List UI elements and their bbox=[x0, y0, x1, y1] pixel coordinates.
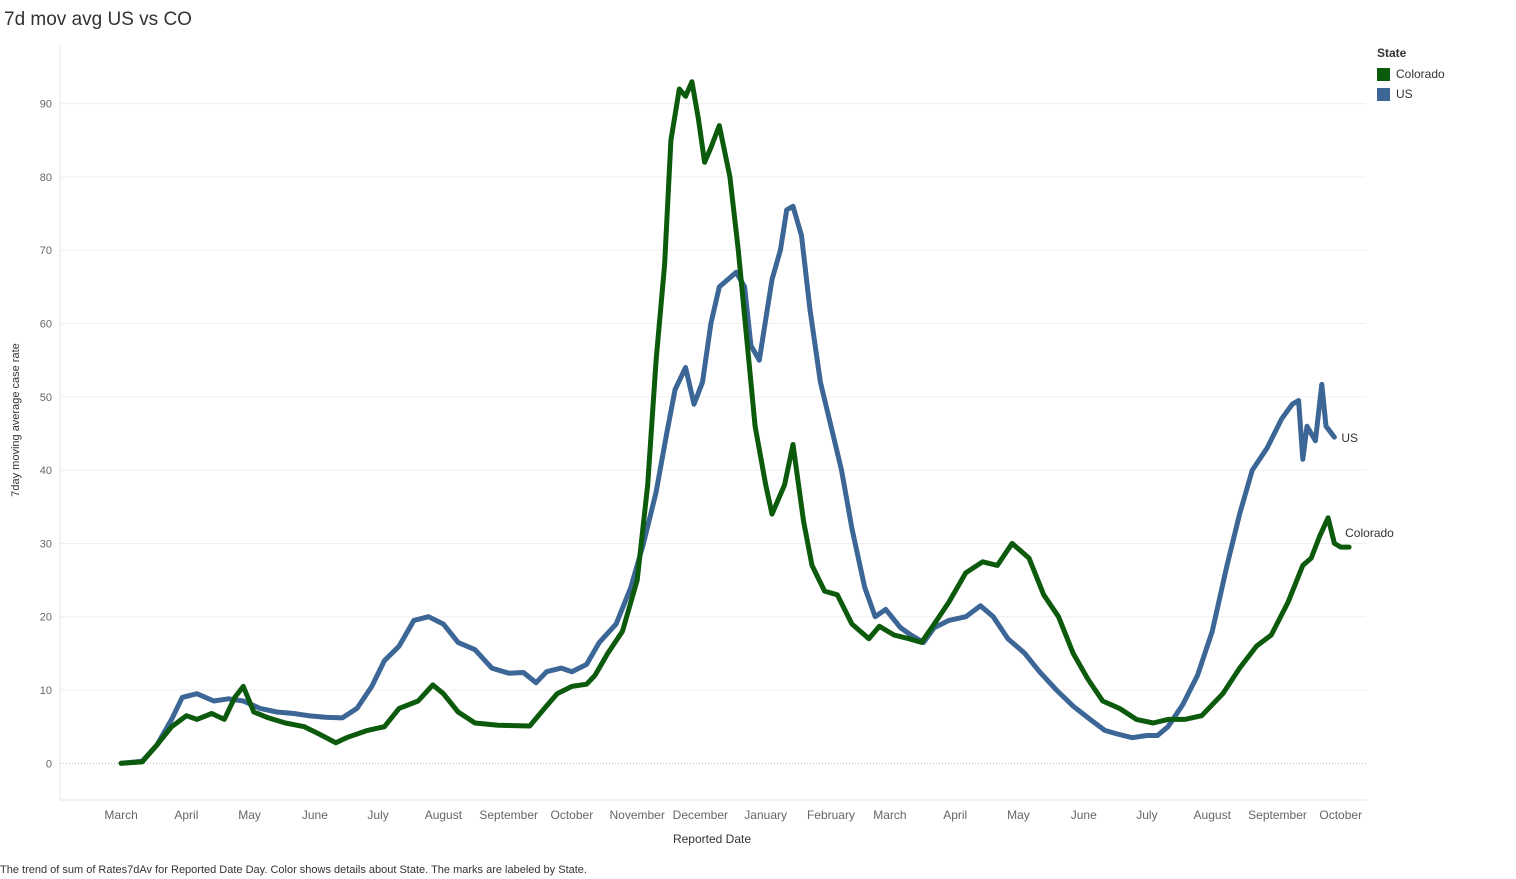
end-label-colorado: Colorado bbox=[1345, 526, 1394, 540]
y-tick-label: 30 bbox=[40, 538, 52, 550]
x-tick-label: March bbox=[873, 808, 906, 822]
gridlines bbox=[60, 103, 1366, 764]
legend-swatch-colorado bbox=[1377, 67, 1390, 81]
x-tick-label: January bbox=[744, 808, 787, 822]
series-lines bbox=[118, 79, 1352, 766]
y-axis-label: 7day moving average case rate bbox=[10, 343, 22, 496]
series-line-colorado[interactable] bbox=[118, 79, 1352, 766]
x-tick-label: May bbox=[238, 808, 261, 822]
chart-title: 7d mov avg US vs CO bbox=[4, 9, 192, 30]
chart-caption: The trend of sum of Rates7dAv for Report… bbox=[0, 864, 587, 876]
y-tick-label: 90 bbox=[40, 99, 52, 111]
y-axis: 0 10 20 30 40 50 60 70 80 90 bbox=[40, 99, 52, 771]
y-tick-label: 80 bbox=[40, 172, 52, 184]
y-tick-label: 0 bbox=[46, 758, 52, 770]
x-tick-label: August bbox=[1194, 808, 1232, 822]
x-tick-label: September bbox=[1248, 808, 1307, 822]
legend-swatch-us bbox=[1377, 87, 1390, 101]
series-line-us[interactable] bbox=[118, 203, 1337, 766]
legend-label-colorado: Colorado bbox=[1396, 67, 1445, 81]
x-tick-label: December bbox=[673, 808, 728, 822]
x-tick-label: July bbox=[1136, 808, 1157, 822]
x-tick-label: October bbox=[551, 808, 594, 822]
x-tick-label: September bbox=[479, 808, 538, 822]
plot-area bbox=[59, 45, 1366, 801]
legend-item-us[interactable]: US bbox=[1377, 84, 1445, 104]
x-tick-label: August bbox=[425, 808, 463, 822]
legend-title: State bbox=[1377, 46, 1407, 60]
y-tick-label: 10 bbox=[40, 685, 52, 697]
series-end-labels: Colorado US bbox=[1341, 431, 1394, 540]
end-label-us: US bbox=[1341, 431, 1358, 445]
x-tick-label: October bbox=[1319, 808, 1362, 822]
x-tick-label: June bbox=[1071, 808, 1097, 822]
x-tick-label: May bbox=[1007, 808, 1030, 822]
y-tick-label: 50 bbox=[40, 392, 52, 404]
x-axis-label: Reported Date bbox=[673, 832, 751, 846]
y-tick-label: 60 bbox=[40, 319, 52, 331]
legend: State Colorado US bbox=[1377, 46, 1445, 104]
x-tick-label: June bbox=[302, 808, 328, 822]
x-tick-label: March bbox=[104, 808, 137, 822]
x-tick-label: April bbox=[943, 808, 967, 822]
x-tick-label: April bbox=[174, 808, 198, 822]
legend-label-us: US bbox=[1396, 87, 1413, 101]
y-tick-label: 70 bbox=[40, 245, 52, 257]
y-tick-label: 20 bbox=[40, 612, 52, 624]
x-tick-label: November bbox=[609, 808, 664, 822]
x-tick-label: July bbox=[367, 808, 388, 822]
legend-item-colorado[interactable]: Colorado bbox=[1377, 64, 1445, 84]
x-tick-label: February bbox=[807, 808, 855, 822]
y-tick-label: 40 bbox=[40, 465, 52, 477]
x-axis: March April May June July August September Octo… bbox=[104, 808, 1362, 822]
